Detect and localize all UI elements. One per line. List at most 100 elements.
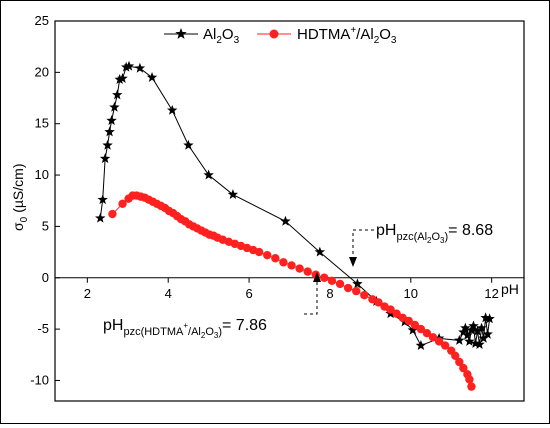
- al2o3-point: [462, 329, 473, 340]
- pzc-hdtma-label: pHpzc(HDTMA+/Al2O3)= 7.86: [103, 317, 267, 340]
- hdtma-point: [451, 351, 460, 361]
- al2o3-point: [407, 324, 419, 335]
- y-axis-subscript: 0: [19, 216, 30, 222]
- y-axis-unit: (µS/cm): [10, 164, 26, 213]
- al2o3-point: [280, 215, 291, 226]
- hdtma-point: [263, 250, 272, 260]
- hdtma-point: [287, 261, 296, 270]
- hdtma-point: [271, 254, 280, 263]
- hdtma-point: [303, 267, 312, 276]
- y-tick-label: 5: [42, 218, 49, 233]
- al2o3-point: [109, 101, 120, 112]
- al2o3-point: [117, 73, 128, 83]
- hdtma-point: [440, 341, 450, 350]
- al2o3-point: [120, 61, 132, 72]
- x-tick-label: 6: [245, 286, 252, 301]
- hdtma-point: [404, 316, 413, 326]
- y-tick-label: -5: [37, 321, 49, 336]
- legend-label-hdtma: HDTMA+/Al2O3: [297, 25, 397, 46]
- al2o3-point: [484, 313, 495, 324]
- pzc-hdtma-leader: [304, 281, 318, 315]
- hdtma-point: [279, 258, 288, 267]
- y-tick-label: 10: [35, 167, 49, 182]
- x-tick-label: 2: [84, 286, 91, 301]
- al2o3-point: [112, 89, 123, 100]
- legend-star-al2o3: [175, 28, 187, 39]
- hdtma-point: [465, 375, 474, 384]
- pzc-al2o3-arrowhead: [349, 257, 357, 267]
- x-tick-label: 4: [165, 286, 172, 301]
- x-axis-label: pH: [501, 281, 519, 297]
- al2o3-point: [99, 153, 111, 164]
- y-tick-label: 25: [35, 13, 49, 28]
- hdtma-point: [118, 199, 127, 209]
- al2o3-point: [314, 246, 326, 257]
- hdtma-point: [335, 279, 345, 289]
- hdtma-point: [295, 264, 304, 273]
- legend-dot-hdtma: [269, 29, 279, 39]
- series-marks: [95, 60, 495, 391]
- al2o3-point: [106, 115, 117, 126]
- al2o3-point: [227, 189, 239, 200]
- al2o3-point: [97, 194, 108, 205]
- al2o3-point: [102, 139, 113, 150]
- al2o3-point: [460, 322, 471, 333]
- hdtma-point: [422, 329, 432, 338]
- hdtma-point: [108, 209, 117, 219]
- y-ticks: -10 -5 0 5 10 15 20 25: [30, 13, 60, 387]
- al2o3-point: [464, 335, 475, 346]
- legend-label-al2o3: Al2O3: [203, 26, 240, 46]
- x-ticks: 2 4 6 8 10 12: [84, 277, 499, 301]
- al2o3-point: [478, 332, 489, 343]
- hdtma-point: [254, 247, 264, 257]
- pzc-al2o3-label: pHpzc(Al2O3)= 8.68: [376, 222, 493, 245]
- hdtma-point: [320, 273, 329, 282]
- hdtma-point: [327, 276, 337, 286]
- hdtma-point: [455, 357, 464, 367]
- y-tick-label: 15: [35, 116, 49, 131]
- pzc-hdtma-arrowhead: [313, 272, 321, 282]
- al2o3-point: [123, 60, 135, 71]
- y-tick-label: 0: [42, 270, 49, 285]
- al2o3-point: [203, 169, 214, 180]
- hdtma-point: [343, 283, 353, 293]
- hdtma-point: [416, 324, 426, 334]
- hdtma-point: [352, 286, 361, 296]
- al2o3-point: [104, 126, 115, 137]
- al2o3-point: [134, 62, 146, 73]
- plot-area: [54, 20, 525, 402]
- hdtma-point: [386, 305, 395, 314]
- hdtma-point: [434, 337, 444, 346]
- x-tick-label: 10: [404, 286, 418, 301]
- al2o3-point: [454, 334, 465, 345]
- hdtma-point: [410, 320, 420, 330]
- hdtma-point: [467, 382, 476, 391]
- al2o3-point: [415, 340, 427, 350]
- al2o3-point: [146, 71, 158, 82]
- al2o3-point: [482, 328, 493, 339]
- al2o3-point: [472, 325, 483, 336]
- hdtma-point: [428, 333, 438, 342]
- hdtma-point: [459, 363, 468, 373]
- pzc-hdtma-annotation: pHpzc(HDTMA+/Al2O3)= 7.86: [103, 272, 321, 340]
- al2o3-point: [468, 320, 479, 331]
- al2o3-point: [183, 139, 194, 150]
- hdtma-point: [392, 309, 401, 318]
- y-tick-label: -10: [30, 372, 49, 387]
- y-axis-label: σ0 (µS/cm): [10, 164, 30, 231]
- pzc-al2o3-annotation: pHpzc(Al2O3)= 8.68: [349, 222, 493, 267]
- hdtma-point: [374, 298, 383, 307]
- al2o3-point: [167, 104, 178, 115]
- al2o3-point: [114, 74, 125, 84]
- al2o3-point: [476, 322, 487, 333]
- al2o3-point: [474, 339, 485, 349]
- y-tick-label: 20: [35, 64, 49, 79]
- hdtma-point: [360, 291, 369, 300]
- al2o3-point: [352, 278, 363, 289]
- pzc-al2o3-leader: [352, 229, 374, 258]
- x-tick-label: 12: [484, 286, 498, 301]
- y-axis-symbol: σ: [10, 222, 26, 231]
- al2o3-point: [95, 212, 106, 223]
